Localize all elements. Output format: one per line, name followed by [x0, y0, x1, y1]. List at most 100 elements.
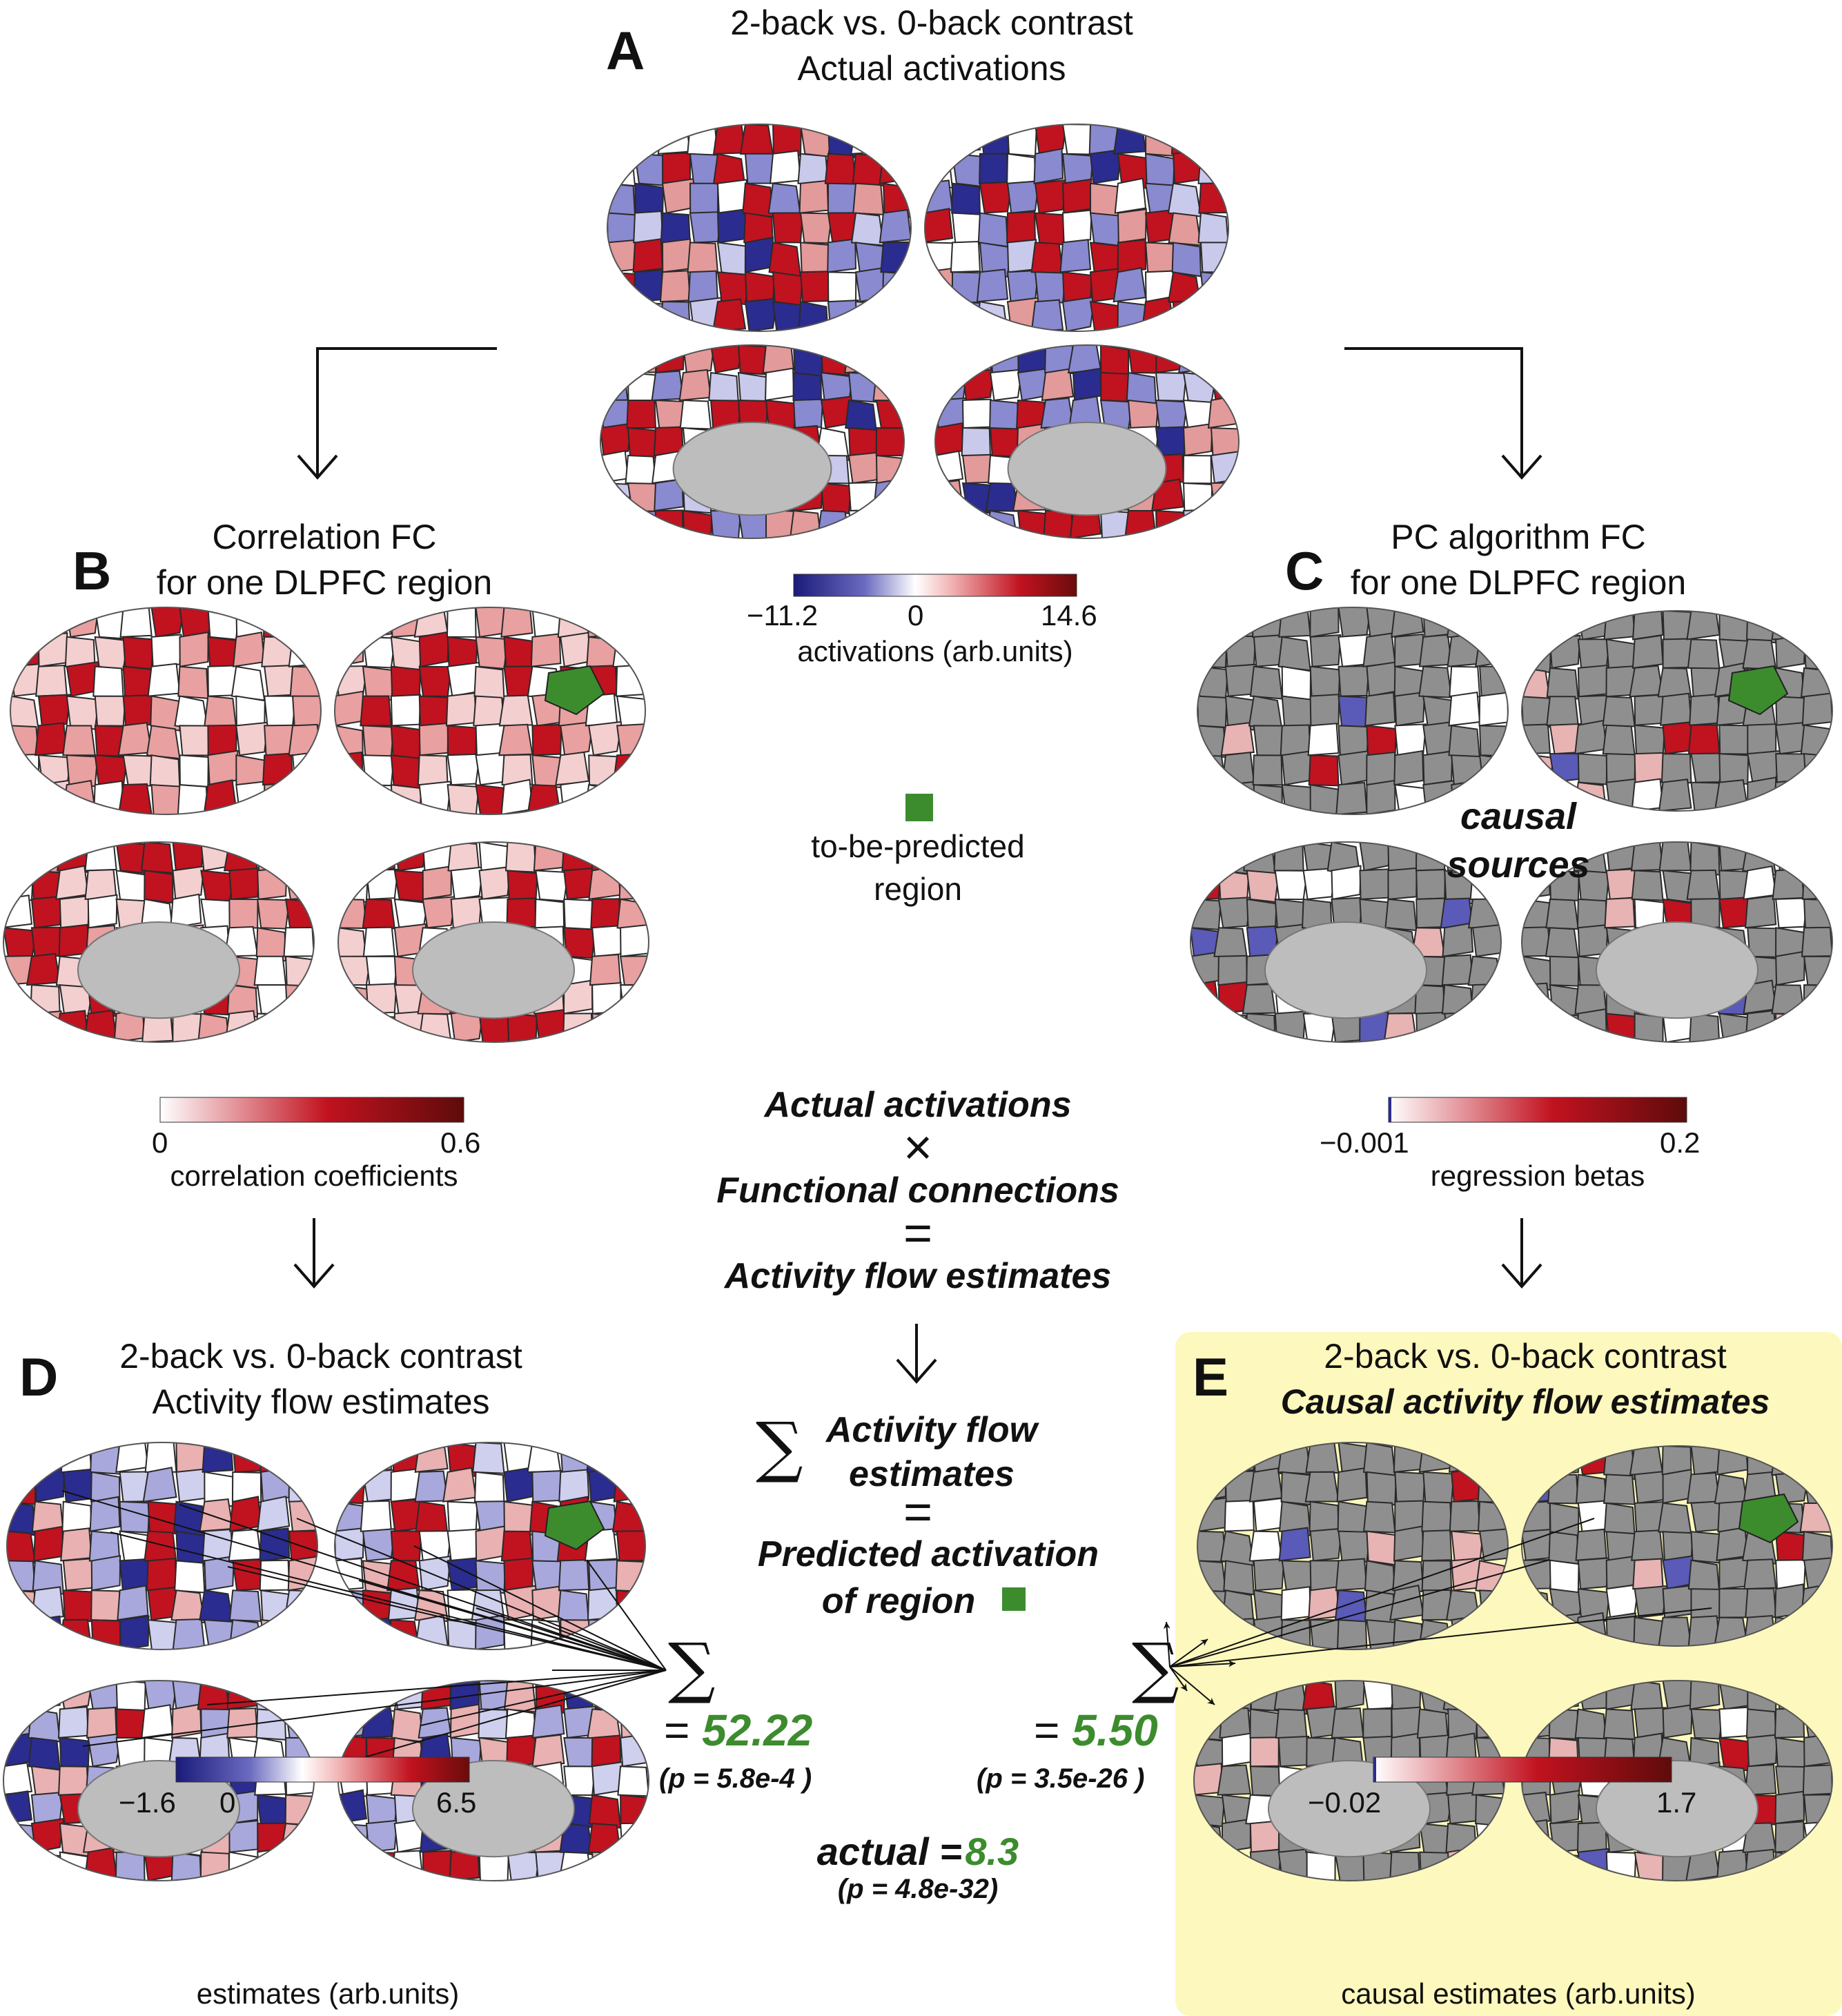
colorbar-b-caption: correlation coefficients	[170, 1159, 458, 1192]
colorbar-b-max: 0.6	[440, 1126, 481, 1159]
brain-b-right-lateral	[334, 607, 646, 815]
panel-e-title-line1: 2-back vs. 0-back contrast	[1324, 1337, 1727, 1376]
flow-line-d-12	[331, 1670, 667, 1768]
eq-activity-flow-estimates: Activity flow estimates	[724, 1256, 1112, 1296]
equation-block: Actual activations × Functional connecti…	[642, 1084, 1194, 1298]
brain-a-left-lateral	[607, 124, 912, 332]
actual-value: actual = 8.3 (p = 4.8e-32)	[745, 1829, 1090, 1905]
panel-c-title: PC algorithm FC for one DLPFC region	[1311, 514, 1725, 605]
panel-e-pvalue: (p = 3.5e-26 )	[977, 1763, 1145, 1794]
panel-c-title-line2: for one DLPFC region	[1350, 563, 1687, 602]
panel-d-pvalue: (p = 5.8e-4 )	[659, 1763, 812, 1794]
panel-a-letter: A	[606, 20, 645, 81]
actual-pvalue: (p = 4.8e-32)	[837, 1874, 999, 1904]
to-be-predicted-label: to-be-predicted region	[811, 828, 1025, 907]
flow-line-d-8	[538, 1621, 667, 1671]
flow-arrow-e-0	[1163, 1621, 1170, 1667]
panel-d-letter: D	[19, 1347, 59, 1407]
colorbar-e	[1373, 1756, 1672, 1783]
colorbar-d	[175, 1756, 470, 1783]
actual-number: 8.3	[965, 1830, 1019, 1873]
colorbar-e-min: −0.02	[1308, 1786, 1382, 1819]
flow-line-d-6	[413, 1545, 667, 1671]
flow-arrow-e-1	[1169, 1638, 1208, 1667]
causal-sources-annotation: causal sources	[1447, 796, 1590, 885]
sum-sigma-e: ∑	[1132, 1629, 1179, 1706]
brain-b-right-medial	[337, 841, 649, 1043]
brain-b-left-medial	[3, 841, 315, 1043]
panel-e-title-line2: Causal activity flow estimates	[1280, 1382, 1770, 1421]
colorbar-d-caption: estimates (arb.units)	[196, 1977, 460, 2010]
colorbar-c-min: −0.001	[1320, 1126, 1409, 1159]
brain-a-left-medial	[600, 344, 905, 539]
flow-line-e-1	[1169, 1518, 1595, 1667]
panel-d-title-line1: 2-back vs. 0-back contrast	[119, 1337, 522, 1376]
colorbar-d-min: −1.6	[119, 1786, 176, 1819]
colorbar-a-min: −11.2	[747, 599, 819, 632]
panel-e-sum-value: 5.50	[1072, 1705, 1158, 1755]
colorbar-b	[159, 1097, 464, 1123]
predicted-activation-label: Predicted activation of region	[757, 1534, 1099, 1621]
flow-line-d-5	[358, 1580, 667, 1671]
panel-e-highlight	[1175, 1332, 1842, 2016]
panel-d-result: = 52.22	[664, 1705, 813, 1755]
eq-times: ×	[903, 1120, 933, 1175]
flow-arrow-e-4	[1169, 1666, 1215, 1705]
panel-c-title-line1: PC algorithm FC	[1391, 518, 1646, 556]
colorbar-c-caption: regression betas	[1430, 1159, 1645, 1192]
panel-e-letter: E	[1193, 1347, 1229, 1407]
flow-line-d-10	[82, 1670, 667, 1747]
colorbar-a	[793, 574, 1077, 597]
panel-e-result: = 5.50	[1034, 1705, 1158, 1755]
panel-c-letter: C	[1285, 540, 1324, 601]
sum-activity-flow: Activity flow estimates	[825, 1410, 1038, 1494]
panel-b-letter: B	[72, 540, 112, 601]
sum-sigma-d: ∑	[668, 1629, 716, 1706]
panel-e-title: 2-back vs. 0-back contrast Causal activi…	[1249, 1333, 1801, 1425]
brain-c-right-lateral	[1521, 610, 1833, 812]
colorbar-e-max: 1.7	[1656, 1786, 1697, 1819]
brain-d-right-lateral	[334, 1442, 646, 1650]
colorbar-e-caption: causal estimates (arb.units)	[1341, 1977, 1696, 2010]
flow-line-d-3	[227, 1566, 667, 1671]
flow-arrow-e-3	[1169, 1666, 1188, 1692]
arrow-c-to-e	[1501, 1218, 1542, 1289]
brain-c-left-lateral	[1197, 607, 1509, 815]
brain-a-right-lateral	[924, 124, 1229, 332]
panel-b-title-line2: for one DLPFC region	[156, 563, 493, 602]
to-be-predicted-square	[905, 794, 933, 821]
panel-a-title-line2: Actual activations	[797, 49, 1066, 88]
sum-sigma-center: ∑	[756, 1408, 803, 1485]
flow-line-d-9	[586, 1559, 667, 1671]
colorbar-c	[1388, 1097, 1687, 1123]
arrow-b-to-d	[293, 1218, 335, 1289]
panel-b-title: Correlation FC for one DLPFC region	[117, 514, 531, 605]
colorbar-a-caption: activations (arb.units)	[797, 635, 1073, 667]
brain-a-right-medial	[934, 344, 1240, 539]
flow-line-d-11	[206, 1670, 667, 1705]
panel-a-title-line1: 2-back vs. 0-back contrast	[730, 3, 1133, 42]
colorbar-a-mid: 0	[908, 599, 924, 632]
panel-b-title-line1: Correlation FC	[212, 518, 437, 556]
flow-line-d-4	[296, 1518, 667, 1671]
eq-actual-activations: Actual activations	[764, 1085, 1072, 1125]
arrow-a-to-c	[1344, 347, 1542, 480]
panel-d-title-line2: Activity flow estimates	[152, 1382, 490, 1421]
brain-b-left-lateral	[10, 607, 322, 815]
brain-e-left-lateral	[1197, 1442, 1509, 1650]
panel-d-sum-value: 52.22	[702, 1705, 813, 1755]
colorbar-d-max: 6.5	[436, 1786, 477, 1819]
eq-equals-1: =	[903, 1206, 933, 1261]
panel-d-title: 2-back vs. 0-back contrast Activity flow…	[114, 1333, 528, 1425]
colorbar-a-max: 14.6	[1041, 599, 1097, 632]
colorbar-c-max: 0.2	[1660, 1126, 1701, 1159]
colorbar-d-mid: 0	[219, 1786, 236, 1819]
predicted-region-square	[1002, 1587, 1026, 1611]
flow-line-e-0	[1169, 1559, 1550, 1667]
panel-a-title: 2-back vs. 0-back contrast Actual activa…	[690, 0, 1173, 91]
arrow-equation-down	[896, 1324, 937, 1384]
colorbar-b-min: 0	[152, 1126, 168, 1159]
flow-line-d-1	[110, 1531, 667, 1671]
eq-functional-connections: Functional connections	[716, 1171, 1119, 1211]
